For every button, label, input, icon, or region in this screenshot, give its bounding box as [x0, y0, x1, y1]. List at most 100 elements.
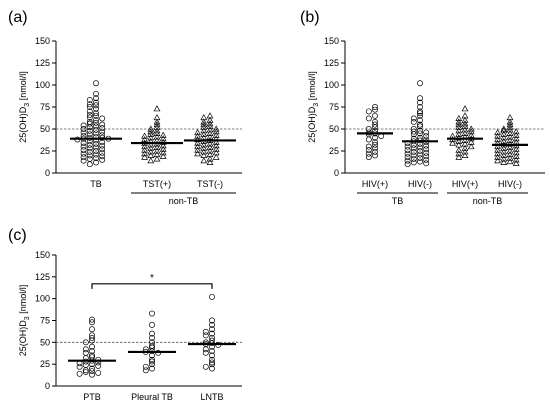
panel-b-point	[494, 143, 501, 150]
panel-b-point	[410, 159, 417, 166]
panel-a-point	[86, 161, 93, 168]
panel-a-point	[86, 131, 93, 138]
panel-a-category-label: TB	[90, 179, 102, 189]
panel-b-point	[467, 131, 475, 138]
panel-a-point	[200, 148, 208, 155]
panel-a-point	[80, 126, 87, 132]
panel-a-point	[200, 121, 208, 128]
panel-c-point	[95, 362, 102, 369]
panel-a-point	[147, 151, 155, 158]
panel-b-point	[506, 154, 514, 161]
panel-c-point	[209, 326, 215, 333]
panel-b-point	[461, 129, 469, 136]
panel-c-point	[82, 362, 89, 368]
panel-b-point	[512, 128, 520, 135]
panel-b-point	[417, 121, 423, 128]
panel-b-point	[372, 139, 378, 146]
panel-a-point	[86, 97, 93, 103]
panel-a-group-label: non-TB	[169, 196, 199, 206]
panel-a-point	[212, 142, 220, 149]
panel-a-point	[99, 142, 106, 149]
panel-a-point	[159, 135, 167, 142]
panel-a-point	[153, 136, 161, 143]
panel-c-point	[89, 343, 95, 350]
panel-a-point	[86, 101, 93, 108]
panel-b-point	[372, 141, 378, 148]
panel-c-point	[209, 361, 215, 368]
panel-b-point	[417, 99, 423, 106]
panel-b-category-label: HIV(+)	[452, 179, 478, 189]
panel-b-point	[455, 127, 463, 134]
panel-a-point	[93, 123, 99, 130]
panel-b-point	[372, 152, 378, 159]
panel-a-point	[147, 128, 155, 135]
panel-b-y-tick-label: 100	[324, 80, 339, 90]
panel-a-point	[99, 153, 106, 160]
panel-b-point	[506, 136, 514, 143]
panel-b-point	[512, 131, 520, 138]
panel-b-point	[506, 151, 514, 158]
panel-b-point	[461, 136, 469, 143]
panel-a-point	[206, 155, 214, 162]
panel-c-point	[89, 371, 95, 378]
panel-a-point	[153, 155, 161, 162]
panel-b-label: (b)	[300, 9, 320, 26]
panel-b-point	[410, 145, 417, 152]
panel-b-point	[467, 143, 475, 150]
panel-b-point	[372, 134, 378, 141]
panel-a-point	[80, 147, 87, 154]
panel-a-point	[141, 146, 148, 153]
panel-c-point	[209, 359, 215, 366]
panel-a-point	[206, 158, 214, 165]
panel-a-point	[194, 139, 201, 146]
panel-b-point	[423, 153, 430, 160]
panel-a-point	[99, 121, 106, 128]
panel-b-point	[417, 127, 423, 134]
panel-a-point	[93, 102, 99, 109]
panel-b-point	[512, 152, 520, 159]
panel-c-point	[202, 363, 209, 370]
panel-a-point	[93, 130, 99, 137]
panel-b-point	[417, 80, 423, 87]
panel-b-point	[410, 148, 417, 155]
panel-b-point	[365, 154, 372, 161]
panel-c-point	[89, 335, 95, 341]
panel-c-point	[209, 317, 215, 324]
panel-a-point	[206, 147, 214, 154]
panel-c-point	[149, 344, 155, 351]
panel-c-point	[89, 368, 95, 375]
panel-c-point	[209, 356, 215, 363]
panel-c-point	[89, 316, 95, 323]
panel-c-point	[149, 358, 155, 365]
panel-c-y-tick-label: 125	[35, 272, 50, 282]
panel-b-point	[372, 112, 378, 119]
panel-b-point	[423, 156, 430, 163]
panel-c-point	[142, 363, 149, 370]
panel-b-point	[417, 158, 423, 165]
panel-b-point	[365, 150, 372, 157]
panel-b-point	[500, 127, 508, 134]
panel-a-point	[159, 152, 167, 159]
panel-a-point	[200, 123, 208, 130]
panel-b-point	[467, 128, 475, 135]
panel-a-point	[159, 138, 167, 145]
panel-b-point	[494, 136, 501, 143]
panel-a-point	[212, 145, 220, 152]
panel-c-y-tick-label: 25	[40, 359, 50, 369]
panel-b-group-label: TB	[392, 196, 404, 206]
panel-a-point	[141, 153, 148, 160]
panel-b-point	[494, 153, 501, 160]
panel-a-point	[200, 127, 208, 134]
panel-b-point	[455, 141, 463, 148]
panel-b-point	[410, 115, 417, 122]
panel-a-point	[159, 149, 167, 156]
panel-c-category-label: Pleural TB	[131, 392, 173, 402]
panel-a-point	[206, 116, 214, 123]
panel-b-point	[365, 143, 372, 150]
panel-c-point	[82, 369, 89, 375]
panel-a-point	[153, 123, 161, 130]
panel-b-point	[410, 152, 417, 159]
panel-b-point	[410, 119, 417, 125]
panel-b-y-tick-label: 50	[329, 124, 339, 134]
